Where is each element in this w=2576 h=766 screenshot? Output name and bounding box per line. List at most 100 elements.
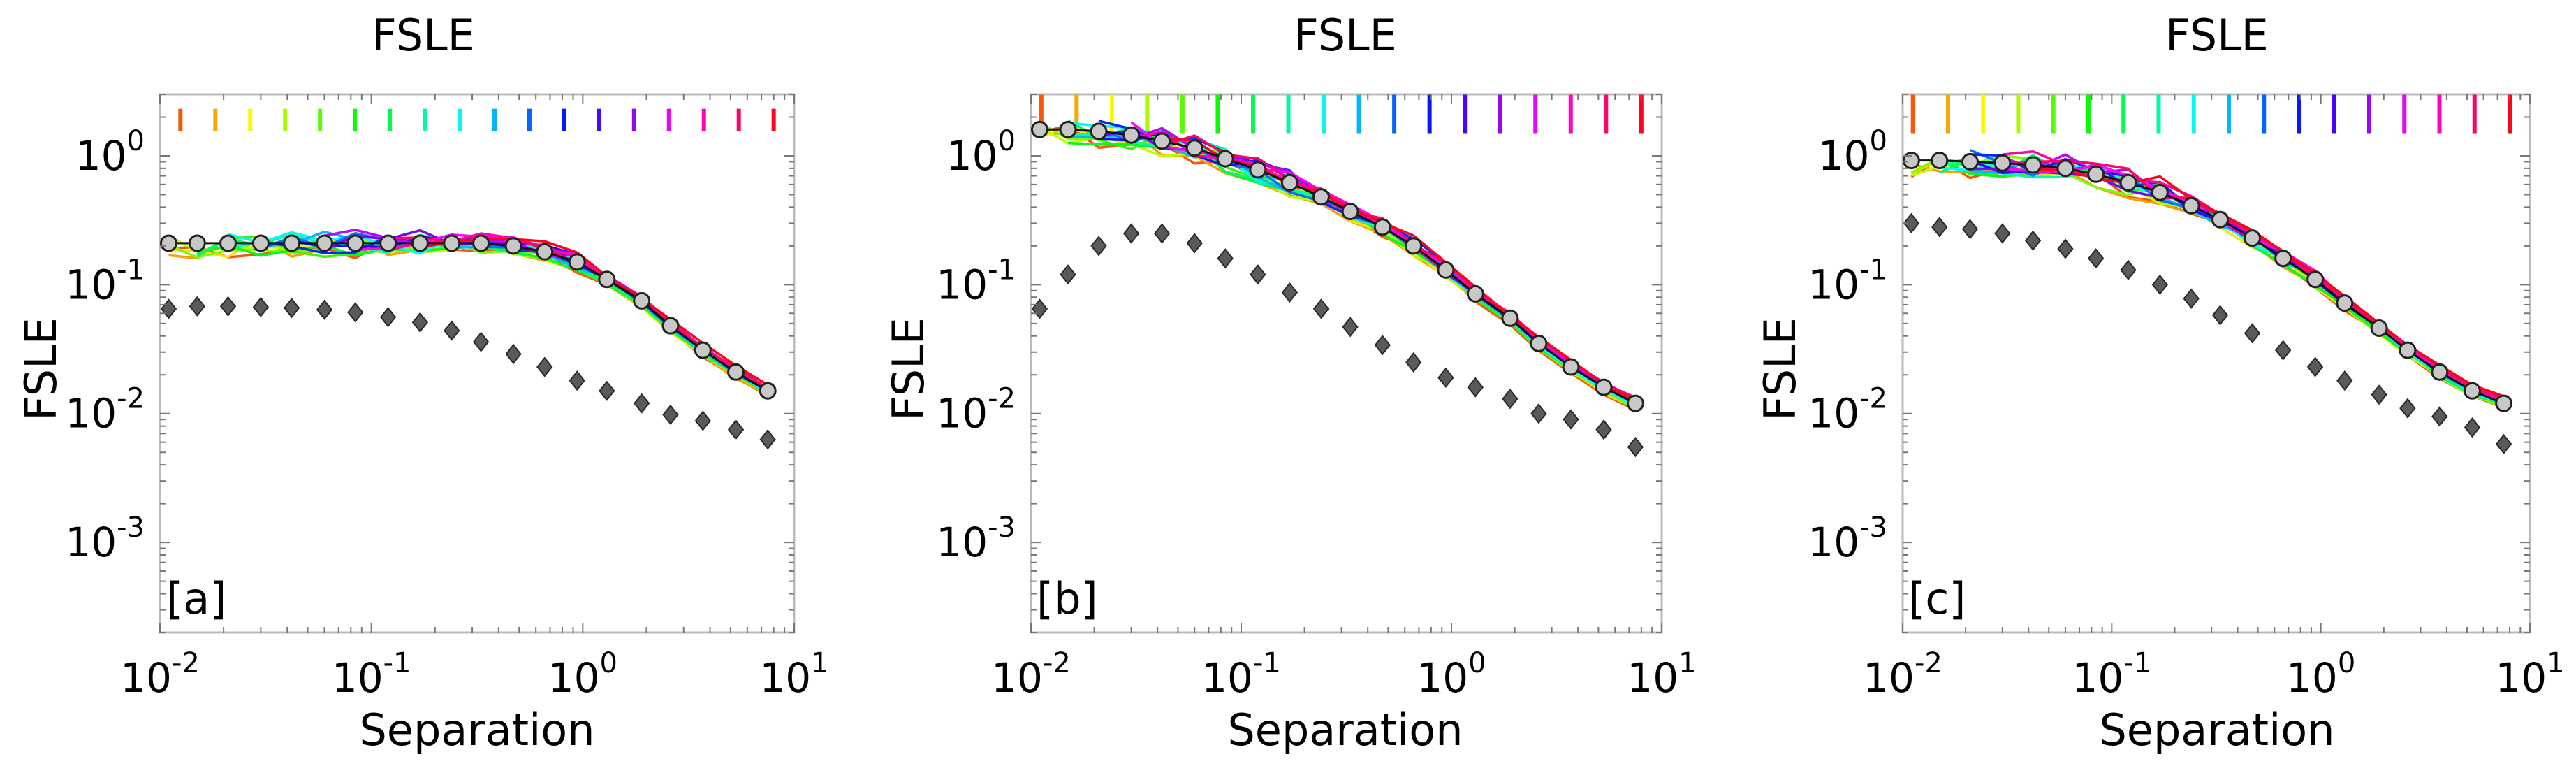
mean-point: [379, 234, 397, 252]
diamond-point: [694, 410, 711, 431]
panel-c-xticks: 10-2 10-1 100 101: [1863, 647, 2564, 702]
y-tick-label: 10-1: [1808, 254, 1887, 308]
x-tick-label: 10-2: [991, 647, 1071, 702]
y-tick-base: 10: [1808, 261, 1859, 308]
x-tick-label: 10-2: [120, 647, 200, 702]
x-tick-base: 10: [1201, 654, 1253, 702]
diamond-point: [1627, 437, 1644, 458]
x-tick-exponent: 0: [1468, 647, 1486, 679]
x-tick-exponent: 0: [2338, 647, 2355, 679]
mean-point: [2431, 363, 2449, 381]
mean-point: [251, 234, 270, 252]
panel-a-title: FSLE: [372, 10, 475, 61]
x-tick-label: 100: [2286, 647, 2355, 702]
mean-point: [188, 234, 206, 252]
mean-point: [1153, 132, 1171, 150]
x-tick-exponent: 1: [2547, 647, 2564, 679]
y-tick-base: 10: [65, 390, 117, 438]
x-tick-label: 100: [548, 647, 617, 702]
mean-point: [1562, 358, 1580, 376]
diamond-point: [2464, 417, 2481, 438]
diamond-point: [2274, 340, 2292, 361]
diamond-point: [2336, 370, 2353, 391]
mean-point: [2182, 196, 2200, 215]
diamond-point: [2024, 230, 2042, 251]
diamond-point: [2183, 288, 2200, 309]
y-tick-label: 10-2: [936, 383, 1016, 438]
mean-point: [694, 341, 712, 359]
y-tick-base: 10: [946, 132, 998, 180]
diamond-point: [1903, 212, 1920, 233]
diamond-point: [472, 331, 490, 352]
diamond-point: [2244, 323, 2261, 344]
y-tick-exponent: -1: [988, 254, 1016, 286]
panel-a-marks: [160, 108, 777, 450]
diamond-point: [347, 302, 364, 323]
diamond-point: [189, 296, 205, 317]
axis-ticks: [1902, 94, 2531, 633]
x-tick-base: 10: [759, 654, 811, 702]
panel-b-title: FSLE: [1294, 10, 1397, 61]
x-tick-base: 10: [991, 654, 1043, 702]
diamond-point: [2371, 384, 2387, 405]
panel-c: FSLE [c] Separation FSLE 10-2 10-1 100 101 …: [1755, 10, 2565, 756]
y-tick-exponent: -2: [117, 383, 145, 415]
y-tick-label: 10-2: [1808, 383, 1887, 438]
mean-point: [1530, 334, 1548, 352]
y-tick-base: 10: [936, 390, 988, 438]
diamond-point: [1312, 298, 1330, 319]
diamond-point: [316, 299, 333, 320]
diamond-point: [599, 380, 615, 401]
diamond-point: [2399, 398, 2416, 419]
x-tick-base: 10: [1627, 654, 1678, 702]
y-tick-exponent: 0: [127, 125, 145, 157]
diamond-point: [283, 298, 300, 319]
y-tick-exponent: -2: [1859, 383, 1887, 415]
panel-a-xticks: 10-2 10-1 100 101: [120, 647, 828, 702]
y-tick-base: 10: [936, 261, 988, 308]
mean-point: [1931, 152, 1949, 170]
mean-point: [2274, 250, 2292, 268]
mean-point: [1185, 139, 1203, 157]
x-tick-exponent: -1: [383, 647, 411, 679]
diamond-point: [2120, 259, 2137, 280]
y-tick-base: 10: [1808, 390, 1859, 438]
y-tick-exponent: -3: [988, 512, 1016, 544]
x-tick-exponent: 0: [600, 647, 617, 679]
diamond-point: [1595, 419, 1612, 440]
y-tick-exponent: -3: [1859, 512, 1887, 544]
diamond-point: [2151, 274, 2168, 295]
diamond-point: [1090, 236, 1107, 256]
mean-point: [1903, 152, 1920, 170]
diamond-point: [1563, 409, 1579, 430]
mean-point: [411, 234, 429, 252]
mean-point: [1122, 126, 1141, 144]
mean-point: [1595, 378, 1613, 396]
mean-point: [472, 234, 490, 252]
diamond-point: [252, 296, 270, 318]
diamond-point: [1342, 317, 1359, 338]
y-tick-base: 10: [936, 519, 988, 566]
panel-a-label: [a]: [166, 573, 226, 624]
x-tick-base: 10: [120, 654, 172, 702]
diamond-point: [1405, 352, 1422, 373]
mean-point: [1626, 394, 1644, 412]
mean-point: [1501, 309, 1519, 327]
mean-point: [283, 234, 301, 252]
mean-point: [2399, 341, 2417, 359]
diamond-point: [727, 419, 745, 440]
x-tick-base: 10: [2286, 654, 2338, 702]
diamond-point: [1994, 223, 2011, 244]
mean-point: [2211, 210, 2230, 229]
mean-point: [1373, 218, 1391, 236]
diamond-point: [1502, 389, 1518, 410]
panel-c-marks: [1903, 94, 2513, 454]
mean-point: [2336, 294, 2354, 312]
diamond-point: [662, 404, 679, 425]
diamond-point: [2211, 305, 2229, 326]
x-tick-base: 10: [1863, 654, 1915, 702]
diamond-point: [1186, 233, 1203, 254]
diamond-point: [2495, 433, 2512, 454]
